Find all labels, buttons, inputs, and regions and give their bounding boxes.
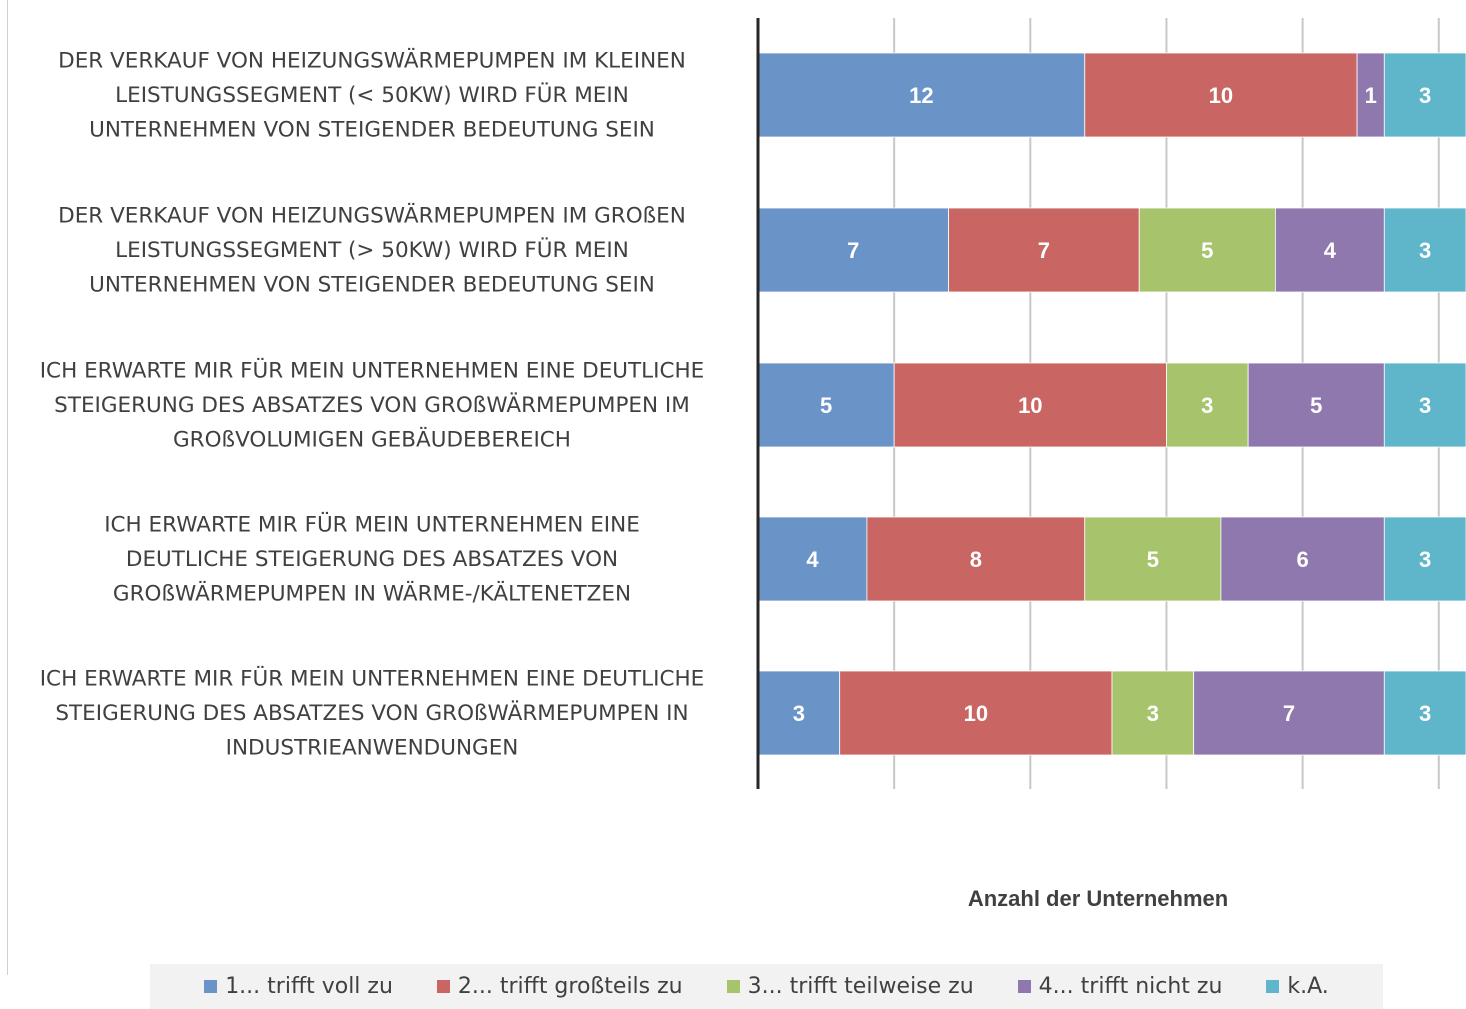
- bar-segment: [1084, 52, 1358, 138]
- bar-segment: [757, 207, 950, 293]
- data-label: 12: [909, 83, 933, 108]
- data-label: 4: [806, 547, 819, 572]
- legend-label: k.A.: [1287, 974, 1329, 999]
- legend-item: 3... trifft teilweise zu: [726, 974, 974, 999]
- legend-label: 3... trifft teilweise zu: [747, 974, 974, 999]
- data-label: 8: [970, 547, 982, 572]
- data-label: 7: [1038, 238, 1050, 263]
- data-label: 3: [1419, 701, 1431, 726]
- category-label-line: GROßWÄRMEPUMPEN IN WÄRME-/KÄLTENETZEN: [113, 581, 631, 607]
- legend: 1... trifft voll zu 2... trifft großteils…: [150, 964, 1383, 1009]
- data-label: 7: [847, 238, 859, 263]
- bar-segment: [866, 516, 1086, 602]
- data-label: 1: [1365, 83, 1377, 108]
- data-label: 6: [1296, 547, 1308, 572]
- data-label: 3: [1419, 83, 1431, 108]
- category-label: ICH ERWARTE MIR FÜR MEIN UNTERNEHMEN EIN…: [104, 512, 640, 607]
- category-label-line: UNTERNEHMEN VON STEIGENDER BEDEUTUNG SEI…: [89, 118, 655, 143]
- left-border-line: [7, 0, 8, 975]
- data-label: 3: [1147, 701, 1159, 726]
- category-label: ICH ERWARTE MIR FÜR MEIN UNTERNEHMEN EIN…: [40, 666, 705, 761]
- data-label: 5: [1201, 238, 1213, 263]
- bar-segment: [1193, 670, 1385, 756]
- category-label-line: UNTERNEHMEN VON STEIGENDER BEDEUTUNG SEI…: [89, 273, 655, 298]
- bar-segments: [757, 52, 1466, 756]
- bar-segment: [893, 362, 1167, 448]
- category-labels: DER VERKAUF VON HEIZUNGSWÄRMEPUMPEN IM K…: [40, 48, 705, 761]
- legend-swatch: [1266, 980, 1280, 993]
- legend-item: 4... trifft nicht zu: [1017, 974, 1223, 999]
- category-label: DER VERKAUF VON HEIZUNGSWÄRMEPUMPEN IM G…: [58, 203, 686, 298]
- legend-swatch: [436, 980, 450, 993]
- bar-segment: [948, 207, 1140, 293]
- legend-swatch: [726, 980, 740, 993]
- data-label: 5: [820, 393, 832, 418]
- legend-swatch: [204, 980, 218, 993]
- legend-label: 4... trifft nicht zu: [1038, 974, 1223, 999]
- category-label: ICH ERWARTE MIR FÜR MEIN UNTERNEHMEN EIN…: [40, 358, 705, 453]
- bar-segment: [1220, 516, 1385, 602]
- category-label-line: GROßVOLUMIGEN GEBÄUDEBEREICH: [173, 427, 571, 453]
- category-label-line: ICH ERWARTE MIR FÜR MEIN UNTERNEHMEN EIN…: [40, 666, 705, 692]
- data-label: 10: [964, 701, 988, 726]
- bar-segment: [1138, 207, 1276, 293]
- bar-segment: [1383, 52, 1466, 138]
- category-label-line: DER VERKAUF VON HEIZUNGSWÄRMEPUMPEN IM K…: [58, 48, 686, 74]
- data-label: 5: [1310, 393, 1322, 418]
- data-label: 7: [1283, 701, 1295, 726]
- category-label-line: ICH ERWARTE MIR FÜR MEIN UNTERNEHMEN EIN…: [40, 358, 705, 384]
- bar-segment: [1084, 516, 1222, 602]
- category-label-line: DER VERKAUF VON HEIZUNGSWÄRMEPUMPEN IM G…: [58, 203, 686, 229]
- data-label: 10: [1209, 83, 1233, 108]
- stacked-bar-chart: 12 10 1 3 7 7 5 4 3 5 10 3 5 3 4 8 5 6 3 3 10 3 7 3 DER VERKAUF…: [40, 18, 1466, 789]
- x-axis-title: Anzahl der Unternehmen: [967, 886, 1229, 911]
- legend-swatch: [1017, 980, 1031, 993]
- data-labels: 12 10 1 3 7 7 5 4 3 5 10 3 5 3 4 8 5 6 3 3 10 3 7 3: [793, 83, 1432, 726]
- bar-segment: [1383, 670, 1466, 756]
- legend-item: 2... trifft großteils zu: [436, 974, 683, 999]
- category-label-line: LEISTUNGSSEGMENT (> 50KW) WIRD FÜR MEIN: [115, 237, 629, 263]
- category-label-line: INDUSTRIEANWENDUNGEN: [226, 736, 519, 761]
- bar-segment: [1383, 362, 1466, 448]
- data-label: 3: [1419, 393, 1431, 418]
- data-label: 3: [793, 701, 805, 726]
- data-label: 5: [1147, 547, 1159, 572]
- data-label: 3: [1201, 393, 1213, 418]
- category-label-line: DEUTLICHE STEIGERUNG DES ABSATZES VON: [126, 547, 618, 572]
- legend-item: k.A.: [1266, 974, 1329, 999]
- category-label-line: LEISTUNGSSEGMENT (< 50KW) WIRD FÜR MEIN: [115, 82, 629, 108]
- category-label-line: ICH ERWARTE MIR FÜR MEIN UNTERNEHMEN EIN…: [104, 512, 640, 538]
- data-label: 3: [1419, 238, 1431, 263]
- data-label: 3: [1419, 547, 1431, 572]
- bar-segment: [1111, 670, 1195, 756]
- bar-segment: [1166, 362, 1249, 448]
- bar-segment: [757, 52, 1086, 138]
- data-label: 10: [1018, 393, 1042, 418]
- category-label: DER VERKAUF VON HEIZUNGSWÄRMEPUMPEN IM K…: [58, 48, 686, 143]
- legend-label: 2... trifft großteils zu: [457, 974, 683, 999]
- bar-segment: [757, 670, 841, 756]
- bar-segment: [1383, 516, 1466, 602]
- bar-segment: [839, 670, 1113, 756]
- legend-label: 1... trifft voll zu: [225, 974, 393, 999]
- bar-segment: [1383, 207, 1466, 293]
- category-label-line: STEIGERUNG DES ABSATZES VON GROßWÄRMEPUM…: [54, 392, 690, 418]
- legend-item: 1... trifft voll zu: [204, 974, 393, 999]
- data-label: 4: [1324, 238, 1337, 263]
- category-label-line: STEIGERUNG DES ABSATZES VON GROßWÄRMEPUM…: [55, 700, 688, 726]
